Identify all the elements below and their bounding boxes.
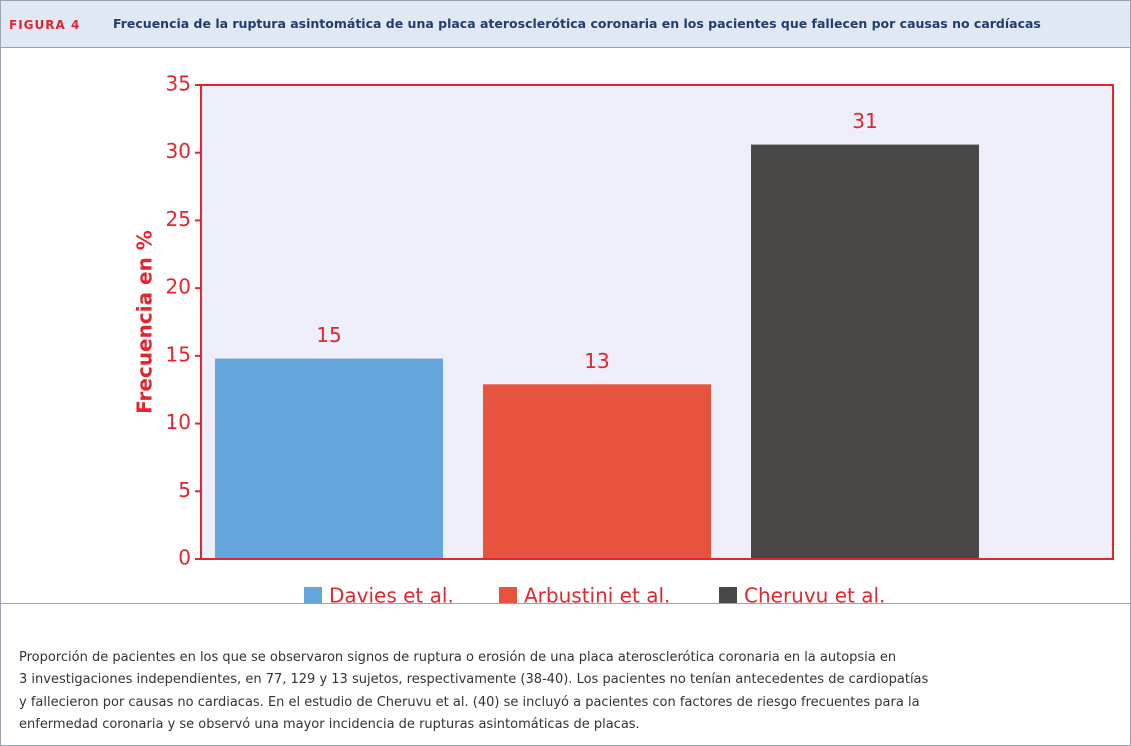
caption-line: y fallecieron por causas no cardiacas. E… — [19, 694, 920, 710]
legend-label: Arbustini et al. — [524, 584, 670, 604]
y-tick-label: 15 — [166, 342, 191, 366]
value-label: 15 — [316, 323, 341, 347]
y-tick-label: 0 — [178, 546, 191, 570]
y-tick-label: 10 — [166, 410, 191, 434]
y-tick-label: 5 — [178, 478, 191, 502]
y-axis-label: Frecuencia en % — [133, 230, 157, 414]
header: FIGURA 4 Frecuencia de la ruptura asinto… — [1, 1, 1130, 48]
bar — [483, 384, 711, 559]
legend-label: Davies et al. — [329, 584, 454, 604]
caption-line: Proporción de pacientes en los que se ob… — [19, 650, 897, 665]
y-tick-label: 20 — [166, 275, 191, 299]
y-tick-label: 25 — [166, 207, 191, 231]
chart: 0 5 10 15 20 25 30 35 Frecuencia en % 15 Davies et… — [133, 72, 1114, 604]
bar — [751, 144, 979, 559]
legend-label: Cheruvu et al. — [744, 584, 885, 604]
plot-border — [200, 84, 1114, 560]
legend-swatch — [499, 587, 517, 603]
y-tick-label: 35 — [166, 72, 191, 96]
bar — [215, 358, 443, 559]
figure-title: Frecuencia de la ruptura asintomática de… — [113, 16, 1041, 31]
legend-swatch — [304, 587, 322, 603]
legend-swatch — [719, 587, 737, 603]
caption-line: 3 investigaciones independientes, en 77,… — [19, 672, 929, 688]
figure-number: FIGURA 4 — [9, 18, 81, 32]
caption: Proporción de pacientes en los que se ob… — [1, 603, 1130, 746]
value-label: 31 — [852, 109, 877, 133]
caption-line: enfermedad coronaria y se observó una ma… — [19, 716, 640, 732]
y-tick-label: 30 — [166, 139, 191, 163]
value-label: 13 — [584, 349, 609, 373]
